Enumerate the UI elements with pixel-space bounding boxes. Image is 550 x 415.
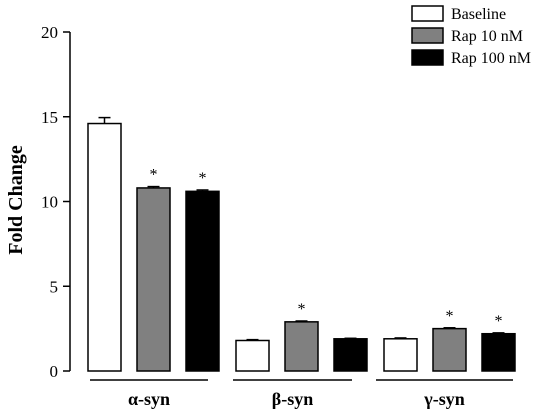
legend: Baseline Rap 10 nM Rap 100 nM: [411, 5, 531, 67]
bar-0-0: [87, 122, 122, 372]
legend-label: Rap 10 nM: [451, 28, 523, 45]
category-label: β-syn: [272, 389, 314, 409]
significance-marker: *: [495, 313, 503, 330]
y-tick-label: 0: [50, 362, 59, 381]
legend-swatch: [411, 49, 444, 66]
bar-2-0: [185, 190, 220, 372]
bar-2-2: [481, 332, 516, 372]
legend-swatch: [411, 5, 444, 22]
legend-label: Baseline: [451, 6, 506, 23]
y-axis-label: Fold Change: [5, 145, 27, 255]
bar-0-1: [235, 339, 270, 372]
category-labels: α-syn β-syn γ-syn: [90, 379, 513, 409]
y-tick-label: 5: [50, 277, 59, 296]
category-label: γ-syn: [423, 389, 464, 409]
y-tick-label: 20: [41, 23, 58, 42]
y-tick-label: 10: [41, 193, 58, 212]
significance-marker: *: [150, 167, 158, 184]
significance-marker: *: [199, 170, 207, 187]
bar-0-2: [383, 338, 418, 372]
bar-1-1: [284, 321, 319, 372]
bar-1-0: [136, 187, 171, 372]
y-tick-label: 15: [41, 108, 58, 127]
category-label: α-syn: [128, 389, 170, 409]
axes: 0 5 10 15 20: [41, 23, 71, 381]
significance-marker: *: [298, 301, 306, 318]
bar-2-1: [333, 338, 368, 372]
significance-marker: *: [446, 308, 454, 325]
legend-label: Rap 100 nM: [451, 50, 531, 67]
bars: * * * * *: [87, 116, 516, 372]
bar-1-2: [432, 327, 467, 372]
legend-swatch: [411, 27, 444, 44]
